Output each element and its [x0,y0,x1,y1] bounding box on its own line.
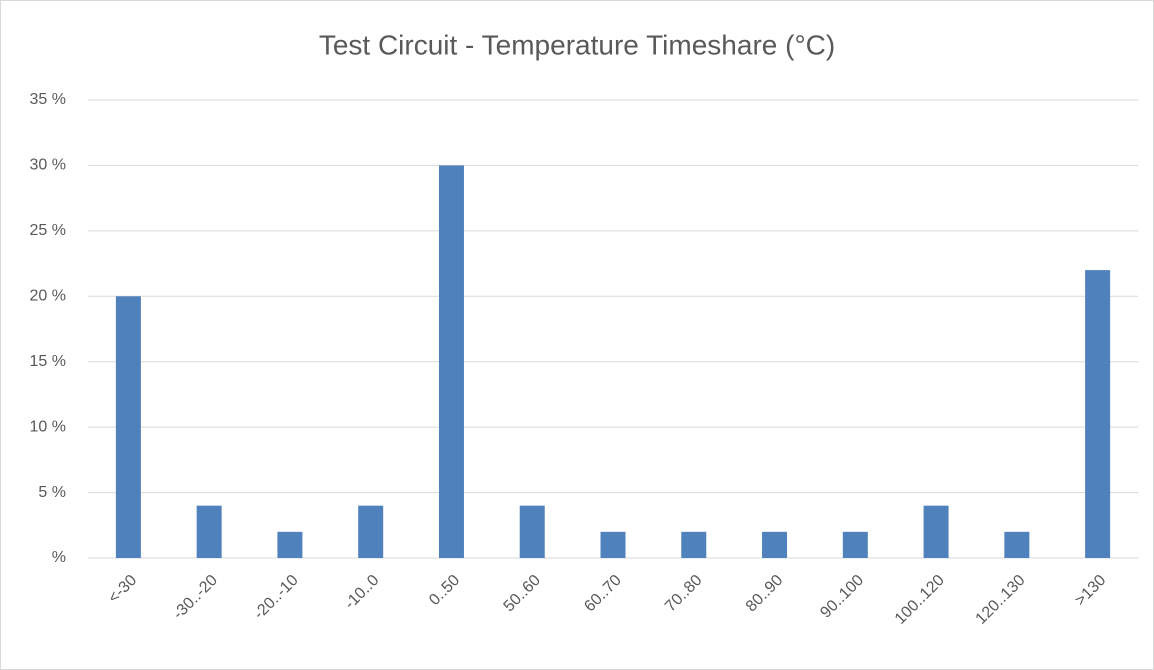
bar [600,531,626,558]
bar [1004,531,1030,558]
bar [519,505,545,558]
y-tick-label: 5 % [38,484,66,501]
chart-title: Test Circuit - Temperature Timeshare (°C… [319,29,835,60]
y-tick-label: % [52,549,66,566]
bar [358,505,384,558]
y-tick-label: 25 % [30,222,66,239]
bar [923,505,949,558]
bar [115,296,141,558]
y-tick-label: 15 % [30,353,66,370]
bar [438,165,464,558]
y-tick-label: 30 % [30,157,66,174]
bar [681,531,707,558]
y-tick-label: 35 % [30,91,66,108]
y-tick-label: 10 % [30,418,66,435]
bar [1085,270,1111,558]
y-tick-label: 20 % [30,288,66,305]
bar [762,531,788,558]
bar [842,531,868,558]
bar [277,531,303,558]
bar [196,505,222,558]
